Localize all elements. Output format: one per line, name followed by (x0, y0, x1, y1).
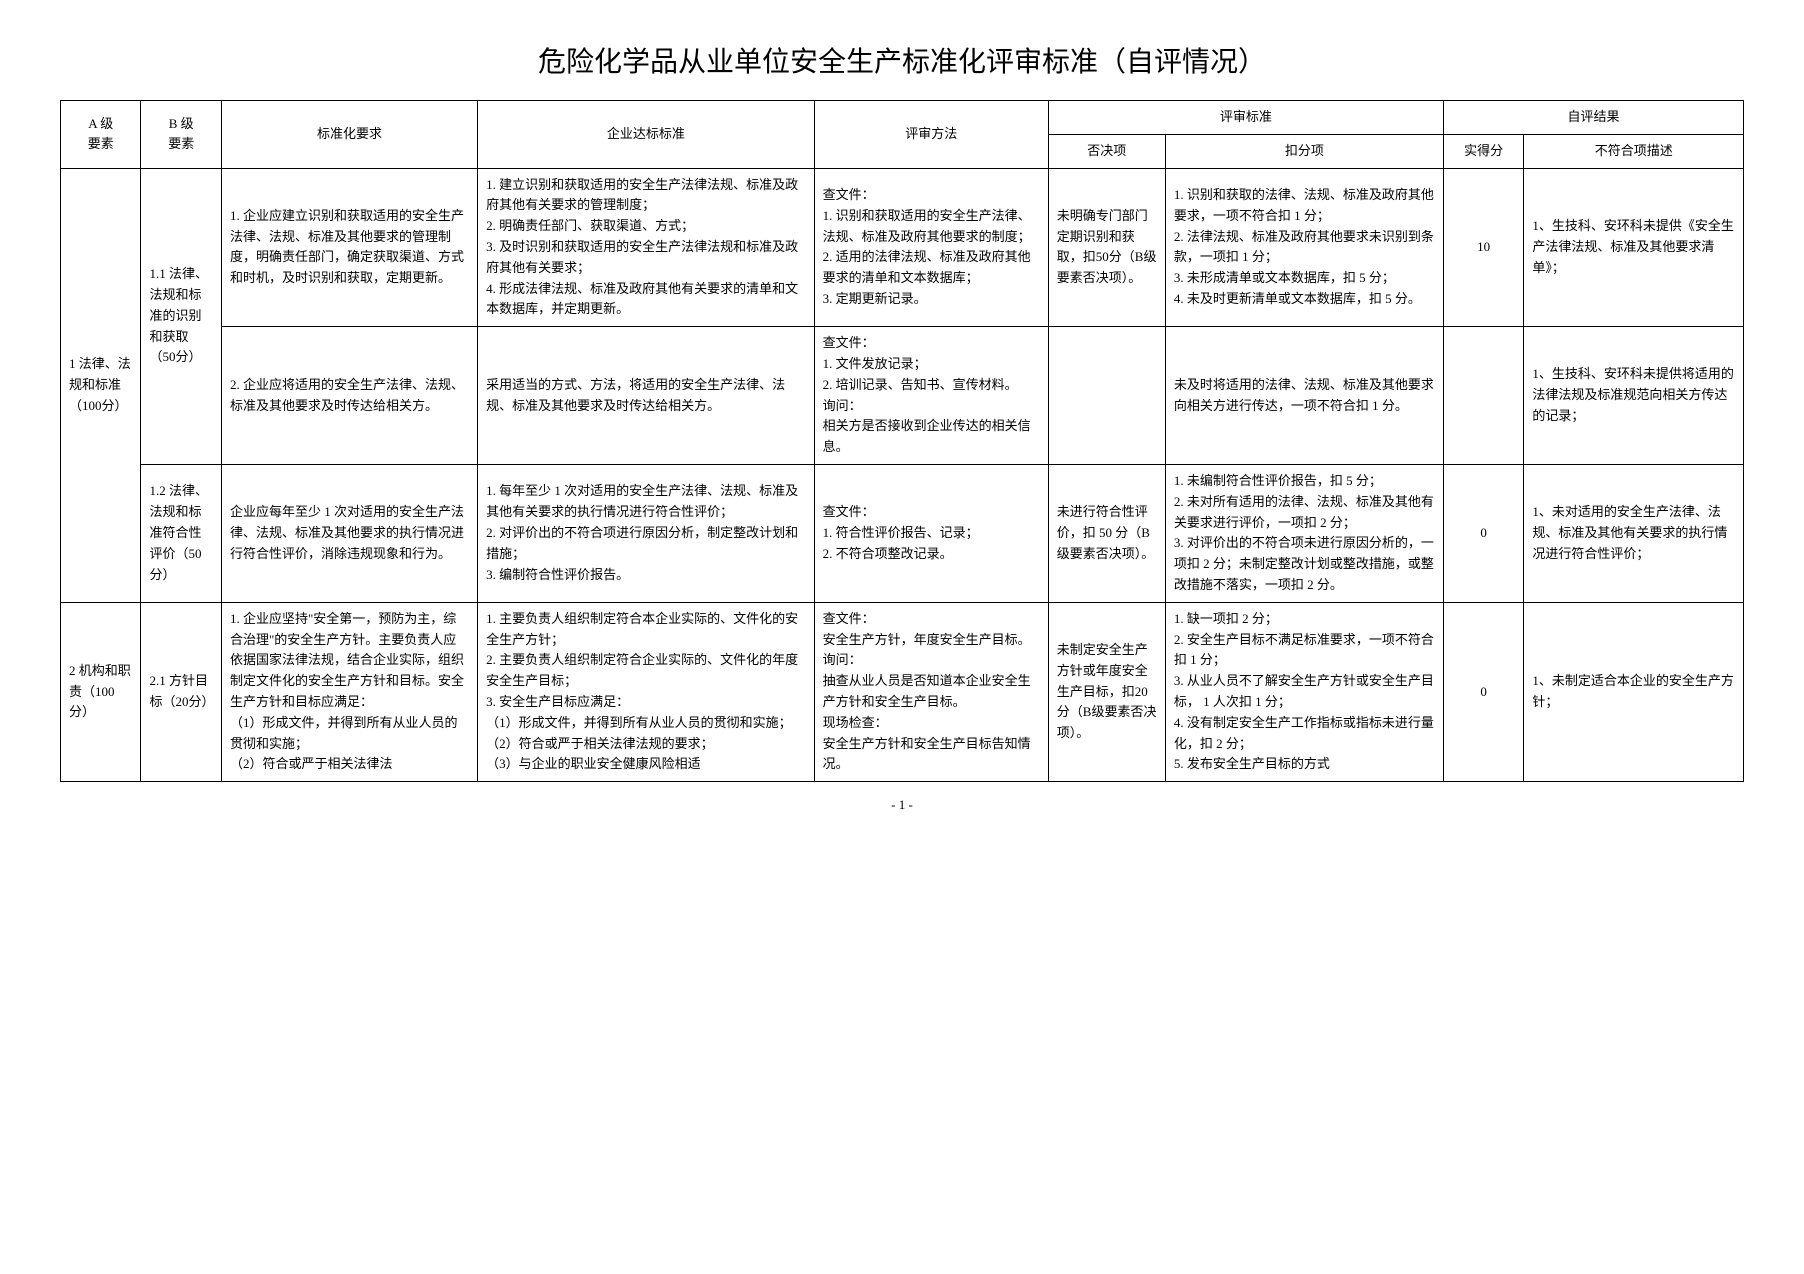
cell-deduct: 未及时将适用的法律、法规、标准及其他要求向相关方进行传达，一项不符合扣 1 分。 (1165, 327, 1443, 465)
cell-score (1443, 327, 1523, 465)
cell-req: 1. 企业应建立识别和获取适用的安全生产法律、法规、标准及其他要求的管理制度，明… (221, 168, 477, 327)
cell-std: 1. 主要负责人组织制定符合本企业实际的、文件化的安全生产方针； 2. 主要负责… (478, 602, 815, 781)
cell-req: 1. 企业应坚持"安全第一，预防为主，综合治理"的安全生产方针。主要负责人应依据… (221, 602, 477, 781)
cell-b: 1.2 法律、法规和标准符合性评价（50分） (141, 464, 221, 602)
header-criteria: 评审标准 (1048, 101, 1443, 135)
cell-score: 10 (1443, 168, 1523, 327)
cell-method: 查文件： 安全生产方针，年度安全生产目标。 询问： 抽查从业人员是否知道本企业安… (814, 602, 1048, 781)
cell-veto: 未明确专门部门定期识别和获取，扣50分（B级要素否决项）。 (1048, 168, 1165, 327)
table-row: 1 法律、法规和标准（100分） 1.1 法律、法规和标准的识别和获取（50分）… (61, 168, 1744, 327)
header-method: 评审方法 (814, 101, 1048, 169)
header-deduct: 扣分项 (1165, 134, 1443, 168)
cell-method: 查文件： 1. 文件发放记录； 2. 培训记录、告知书、宣传材料。 询问： 相关… (814, 327, 1048, 465)
cell-deduct: 1. 缺一项扣 2 分； 2. 安全生产目标不满足标准要求，一项不符合扣 1 分… (1165, 602, 1443, 781)
cell-deduct: 1. 识别和获取的法律、法规、标准及政府其他要求，一项不符合扣 1 分； 2. … (1165, 168, 1443, 327)
cell-veto: 未进行符合性评价，扣 50 分（B 级要素否决项）。 (1048, 464, 1165, 602)
cell-desc: 1、生技科、安环科未提供将适用的法律法规及标准规范向相关方传达的记录； (1524, 327, 1744, 465)
header-a: A 级 要素 (61, 101, 141, 169)
header-score: 实得分 (1443, 134, 1523, 168)
header-veto: 否决项 (1048, 134, 1165, 168)
cell-req: 企业应每年至少 1 次对适用的安全生产法律、法规、标准及其他要求的执行情况进行符… (221, 464, 477, 602)
cell-std: 1. 每年至少 1 次对适用的安全生产法律、法规、标准及其他有关要求的执行情况进… (478, 464, 815, 602)
table-row: 2 机构和职责（100分） 2.1 方针目标（20分） 1. 企业应坚持"安全第… (61, 602, 1744, 781)
table-row: 2. 企业应将适用的安全生产法律、法规、标准及其他要求及时传达给相关方。 采用适… (61, 327, 1744, 465)
cell-b: 1.1 法律、法规和标准的识别和获取（50分） (141, 168, 221, 464)
cell-b: 2.1 方针目标（20分） (141, 602, 221, 781)
header-desc: 不符合项描述 (1524, 134, 1744, 168)
header-b: B 级 要素 (141, 101, 221, 169)
header-req: 标准化要求 (221, 101, 477, 169)
header-result: 自评结果 (1443, 101, 1743, 135)
cell-method: 查文件： 1. 识别和获取适用的安全生产法律、法规、标准及政府其他要求的制度； … (814, 168, 1048, 327)
page-number: - 1 - (60, 797, 1744, 813)
cell-desc: 1、未制定适合本企业的安全生产方针； (1524, 602, 1744, 781)
cell-veto: 未制定安全生产方针或年度安全生产目标，扣20分（B级要素否决项）。 (1048, 602, 1165, 781)
cell-method: 查文件： 1. 符合性评价报告、记录； 2. 不符合项整改记录。 (814, 464, 1048, 602)
header-std: 企业达标标准 (478, 101, 815, 169)
evaluation-table: A 级 要素 B 级 要素 标准化要求 企业达标标准 评审方法 评审标准 自评结… (60, 100, 1744, 782)
cell-a: 2 机构和职责（100分） (61, 602, 141, 781)
cell-desc: 1、未对适用的安全生产法律、法规、标准及其他有关要求的执行情况进行符合性评价； (1524, 464, 1744, 602)
table-row: 1.2 法律、法规和标准符合性评价（50分） 企业应每年至少 1 次对适用的安全… (61, 464, 1744, 602)
cell-deduct: 1. 未编制符合性评价报告，扣 5 分； 2. 未对所有适用的法律、法规、标准及… (1165, 464, 1443, 602)
cell-req: 2. 企业应将适用的安全生产法律、法规、标准及其他要求及时传达给相关方。 (221, 327, 477, 465)
cell-std: 1. 建立识别和获取适用的安全生产法律法规、标准及政府其他有关要求的管理制度； … (478, 168, 815, 327)
page-title: 危险化学品从业单位安全生产标准化评审标准（自评情况） (60, 40, 1744, 80)
cell-score: 0 (1443, 464, 1523, 602)
cell-desc: 1、生技科、安环科未提供《安全生产法律法规、标准及其他要求清单》； (1524, 168, 1744, 327)
cell-veto (1048, 327, 1165, 465)
cell-score: 0 (1443, 602, 1523, 781)
cell-std: 采用适当的方式、方法，将适用的安全生产法律、法规、标准及其他要求及时传达给相关方… (478, 327, 815, 465)
cell-a: 1 法律、法规和标准（100分） (61, 168, 141, 602)
